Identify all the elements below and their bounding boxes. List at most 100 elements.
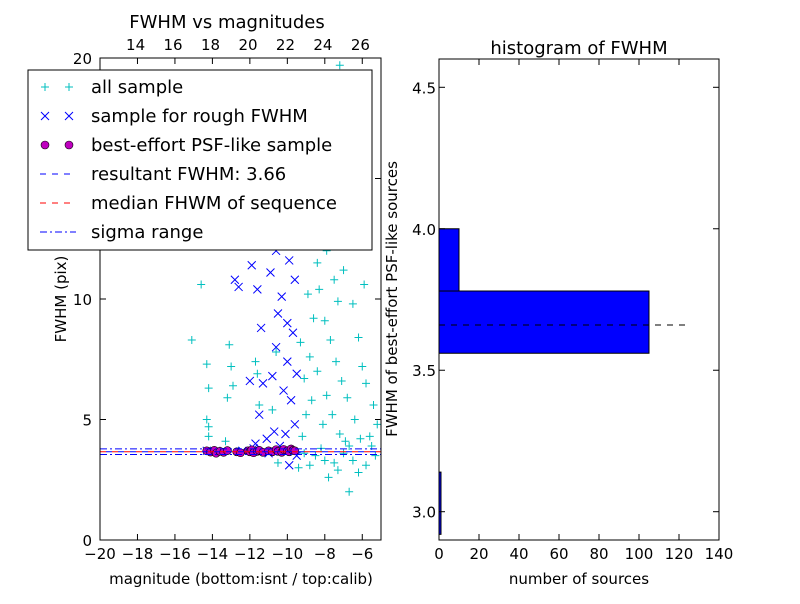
data-point: [300, 449, 309, 458]
data-point: [362, 379, 371, 388]
data-point: [279, 386, 288, 395]
y-tick-label: 20: [73, 50, 92, 68]
scatter-title: FWHM vs magnitudes: [129, 12, 324, 33]
y-tick-label: 4.5: [412, 79, 436, 97]
x-tick-label: −8: [314, 545, 336, 563]
data-point: [348, 456, 357, 465]
data-point: [311, 451, 320, 460]
x-tick-label: 20: [469, 545, 488, 563]
legend-marker: [40, 140, 50, 150]
data-point: [339, 449, 348, 458]
histogram-x-ticks: 0 20 40 60 80 100 120 140: [434, 59, 733, 563]
histogram-panel: histogram of FWHM 0 20 40 60 80 100 120 140 3.0…: [383, 38, 733, 588]
top-tick-label: 24: [313, 36, 332, 54]
data-point: [286, 395, 296, 405]
histogram-title: histogram of FWHM: [490, 38, 667, 59]
data-point: [315, 285, 324, 294]
legend-label: sigma range: [91, 222, 203, 243]
x-tick-label: 60: [549, 545, 568, 563]
top-tick-label: 18: [201, 36, 220, 54]
data-point: [300, 374, 309, 383]
data-point: [343, 393, 352, 402]
x-tick-label: 140: [705, 545, 734, 563]
series-2: [202, 444, 300, 458]
data-point: [229, 381, 238, 390]
data-point: [266, 268, 275, 277]
legend-label: resultant FWHM: 3.66: [91, 164, 286, 185]
scatter-y-label: FWHM (pix): [52, 256, 70, 343]
data-point: [341, 437, 350, 446]
data-point: [305, 461, 314, 470]
data-point: [335, 61, 344, 70]
legend-marker: [40, 111, 50, 121]
data-point: [356, 434, 365, 443]
data-point: [369, 401, 378, 410]
legend-box: [27, 69, 373, 251]
data-point: [282, 357, 292, 367]
data-point: [236, 448, 245, 458]
x-tick-label: −16: [159, 545, 191, 563]
data-point: [332, 357, 341, 366]
data-point: [365, 432, 374, 441]
top-tick-label: 16: [164, 36, 183, 54]
top-tick-label: 14: [126, 36, 145, 54]
histogram-bar: [438, 228, 460, 292]
data-point: [330, 275, 339, 284]
data-point: [277, 292, 287, 301]
legend-entry: all sample: [41, 77, 183, 98]
legend-marker: [64, 140, 74, 150]
data-point: [333, 297, 342, 306]
data-point: [354, 468, 363, 477]
data-point: [290, 275, 300, 285]
scatter-panel: FWHM vs magnitudes −20 −18 −16 −14 −12 −10 −8−…: [52, 12, 382, 588]
y-tick-label: 3.5: [412, 362, 436, 380]
data-point: [204, 384, 213, 393]
data-point: [251, 357, 260, 366]
x-tick-label: −20: [84, 545, 116, 563]
data-point: [204, 422, 213, 431]
legend-marker: [64, 111, 74, 121]
data-point: [313, 367, 322, 376]
data-point: [358, 362, 367, 371]
data-point: [354, 333, 363, 342]
data-point: [322, 391, 331, 400]
data-point: [267, 371, 277, 381]
legend-entry: sigma range: [40, 222, 203, 243]
x-tick-label: 100: [625, 545, 654, 563]
data-point: [309, 314, 318, 323]
legend-marker: [41, 83, 49, 91]
data-point: [223, 393, 232, 402]
legend-entry: median FHWM of sequence: [40, 193, 337, 214]
data-point: [247, 260, 257, 270]
scatter-x-ticks: −20 −18 −16 −14 −12 −10 −8 −6: [84, 58, 373, 563]
legend-entry: sample for rough FWHM: [40, 106, 308, 127]
y-tick-label: 5: [82, 412, 92, 430]
data-point: [245, 376, 255, 386]
legend-label: all sample: [91, 77, 183, 98]
data-point: [298, 432, 307, 441]
x-tick-label: 80: [589, 545, 608, 563]
y-tick-label: 0: [82, 532, 92, 550]
data-point: [273, 458, 282, 467]
x-tick-label: 120: [665, 545, 694, 563]
data-point: [204, 432, 213, 441]
data-point: [333, 466, 342, 475]
data-point: [227, 362, 236, 371]
histogram-bar: [438, 290, 650, 354]
data-point: [290, 419, 300, 429]
data-point: [348, 299, 357, 308]
legend-entry: resultant FWHM: 3.66: [40, 164, 286, 185]
scatter-x-label: magnitude (bottom:isnt / top:calib): [109, 570, 373, 588]
data-point: [339, 266, 348, 275]
data-point: [335, 429, 344, 438]
data-point: [282, 318, 292, 328]
scatter-top-ticks: 14 16 18 20 22 24 26: [126, 36, 370, 54]
data-point: [290, 446, 300, 456]
data-point: [273, 309, 283, 318]
data-point: [305, 352, 314, 361]
data-point: [326, 335, 335, 344]
x-tick-label: 0: [434, 545, 444, 563]
data-point: [255, 401, 264, 410]
data-point: [202, 415, 211, 424]
